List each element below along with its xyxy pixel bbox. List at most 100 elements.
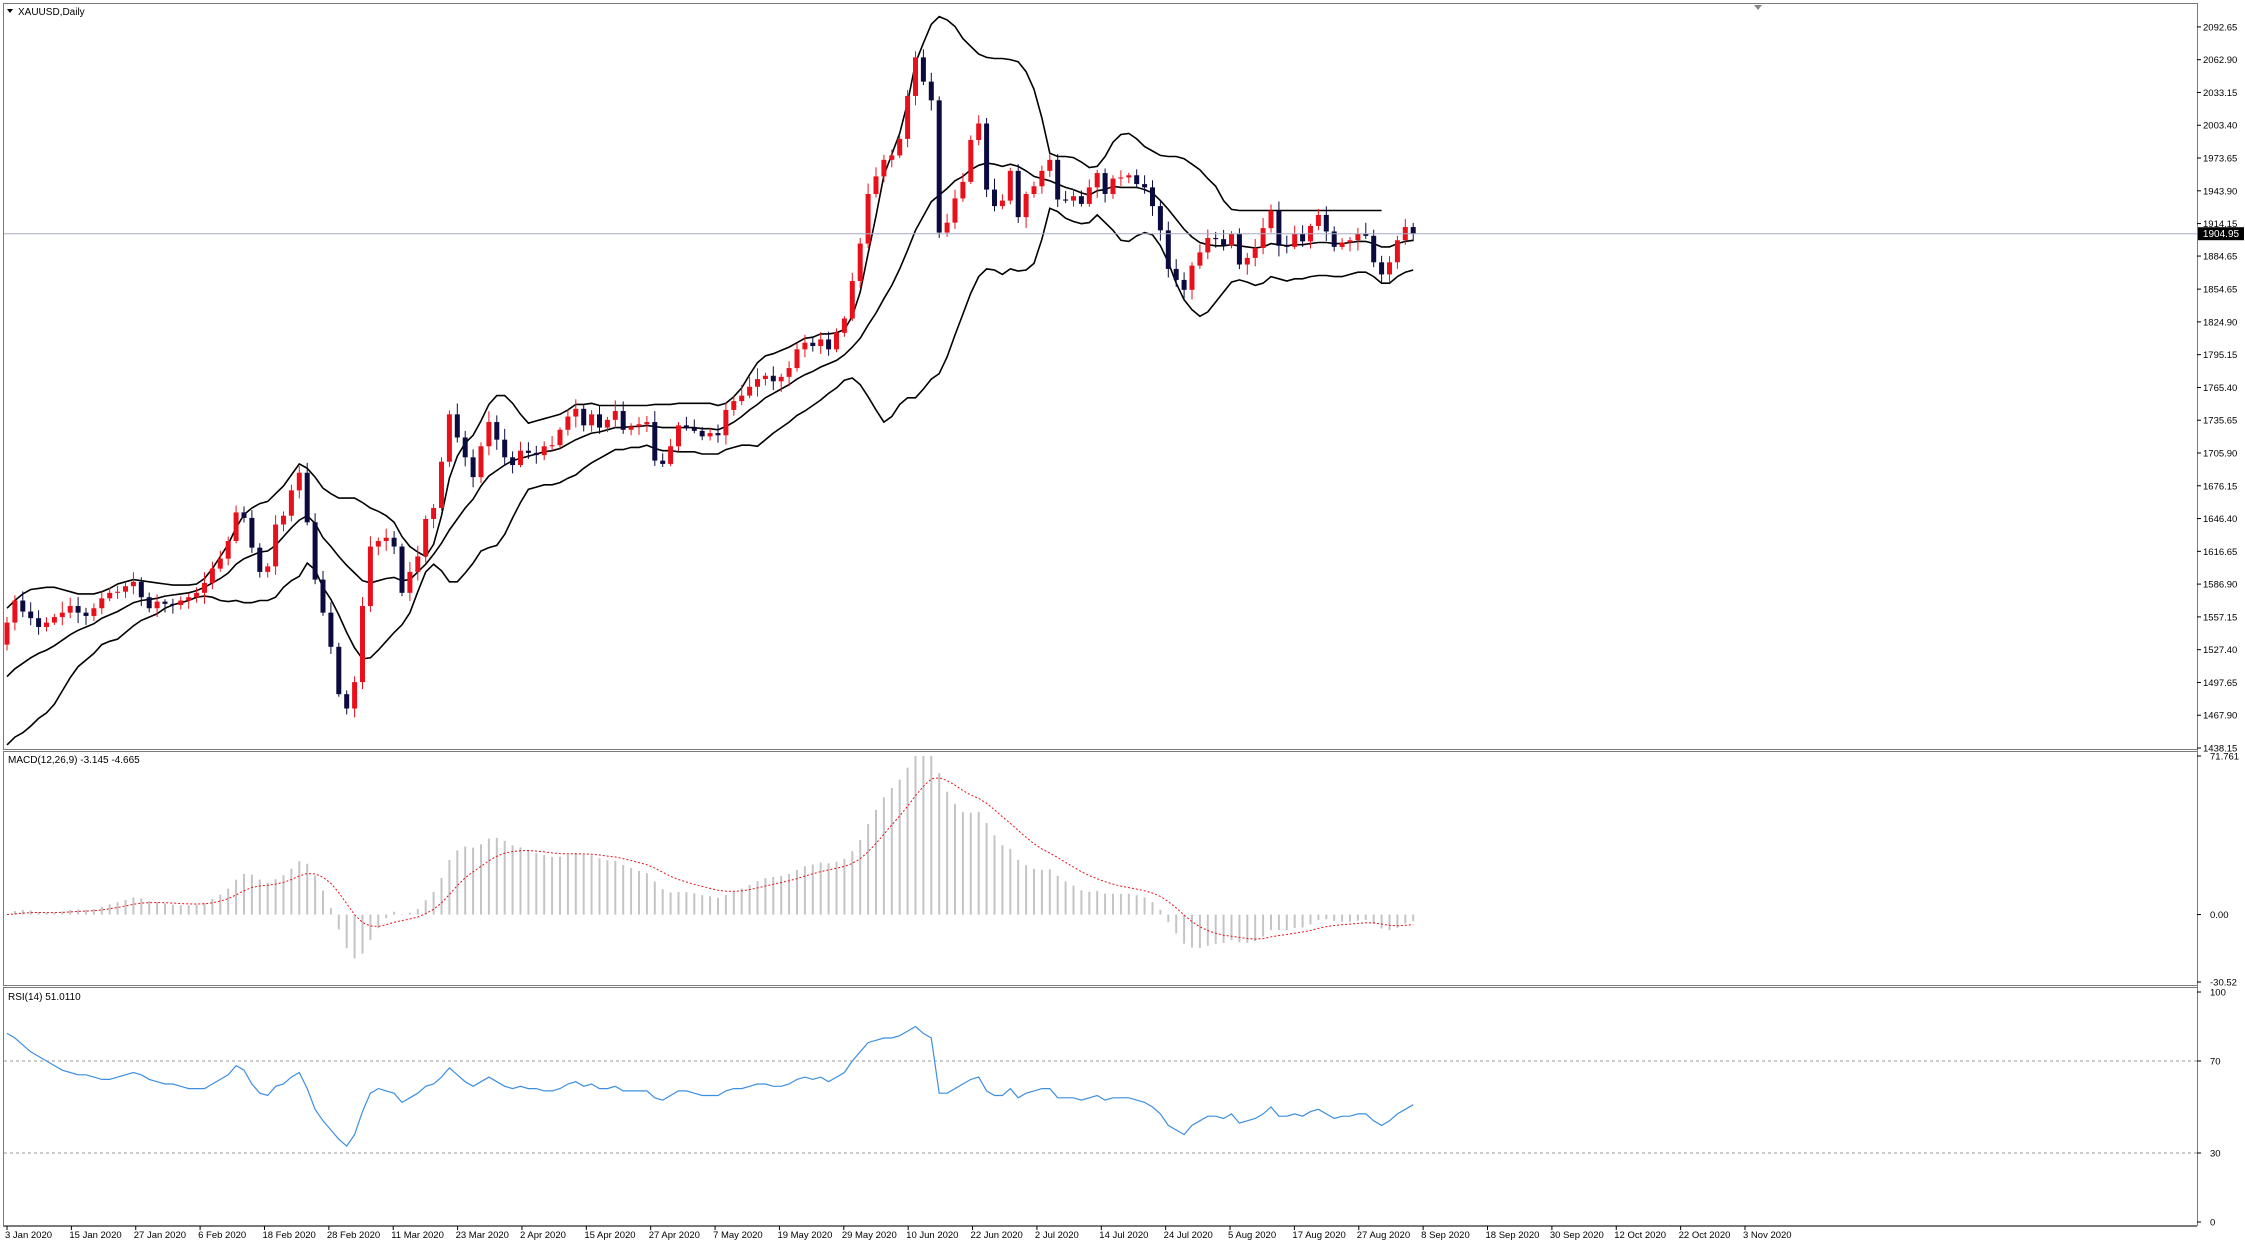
- candle-body: [715, 433, 721, 436]
- candle: [296, 466, 302, 499]
- time-tick-label: 30 Sep 2020: [1550, 1230, 1604, 1241]
- candle: [1300, 225, 1306, 247]
- candle: [115, 585, 121, 599]
- candle: [652, 411, 658, 466]
- candle: [747, 376, 753, 399]
- shift-marker-icon[interactable]: [1754, 5, 1762, 10]
- candle-body: [1031, 186, 1037, 194]
- candle: [1142, 175, 1148, 194]
- candle-body: [818, 339, 824, 347]
- candle-body: [1126, 175, 1132, 178]
- candle: [604, 416, 610, 433]
- candle-body: [612, 411, 618, 420]
- candle-body: [1323, 214, 1329, 232]
- candle: [91, 603, 97, 622]
- candle-body: [320, 579, 326, 613]
- current-price-box: [2198, 227, 2244, 241]
- candle: [778, 373, 784, 392]
- candle: [1102, 168, 1108, 203]
- candle-body: [1236, 233, 1242, 265]
- candle-body: [897, 138, 903, 156]
- candle-body: [130, 581, 136, 587]
- candle: [1150, 180, 1155, 216]
- candle-body: [233, 512, 239, 542]
- candle: [1023, 191, 1029, 228]
- candle-body: [249, 517, 255, 548]
- candle: [28, 602, 34, 626]
- candle-body: [446, 414, 452, 462]
- candle: [462, 430, 468, 467]
- candle: [1086, 179, 1092, 207]
- candle-body: [1047, 159, 1053, 171]
- candle-body: [731, 401, 737, 410]
- candle: [952, 189, 958, 229]
- candle-body: [1181, 279, 1187, 290]
- candle: [391, 531, 397, 555]
- candle: [154, 594, 160, 618]
- candle-body: [296, 472, 302, 491]
- candle-body: [597, 414, 602, 428]
- candle: [123, 581, 128, 598]
- rsi-title: RSI(14) 51.0110: [8, 992, 81, 1003]
- candle-body: [1394, 240, 1400, 263]
- candle-body: [186, 597, 192, 601]
- candle: [984, 118, 990, 198]
- candle: [723, 402, 729, 445]
- candle-body: [20, 600, 26, 612]
- candle: [83, 607, 89, 625]
- candle: [1118, 170, 1124, 187]
- price-tick-label: 1557.15: [2203, 612, 2237, 623]
- candle: [407, 562, 413, 602]
- candle: [755, 368, 760, 397]
- candle-body: [1118, 177, 1124, 179]
- candle-body: [288, 490, 294, 516]
- candle-body: [984, 123, 990, 190]
- price-tick-label: 1438.15: [2203, 744, 2237, 755]
- candle-body: [91, 608, 97, 616]
- candle-body: [273, 524, 279, 567]
- candle: [178, 596, 184, 610]
- price-axis: 2092.65 2062.90 2033.15 2003.40 1973.65 1943.…: [2197, 22, 2237, 755]
- candle: [960, 173, 966, 202]
- candle: [75, 597, 81, 624]
- candle-body: [999, 200, 1005, 207]
- candle-body: [178, 600, 184, 605]
- candle: [944, 213, 950, 237]
- pane-collapse-icon[interactable]: [7, 9, 13, 13]
- candle-body: [676, 425, 681, 447]
- candle-body: [439, 461, 444, 508]
- candle: [841, 316, 847, 337]
- candle-body: [462, 437, 468, 458]
- candle-body: [794, 349, 800, 369]
- candle-body: [344, 694, 350, 709]
- candle: [968, 135, 974, 185]
- candle: [1031, 181, 1037, 198]
- candle: [1394, 235, 1400, 269]
- rsi-tick-label: 0: [2210, 1218, 2215, 1229]
- time-tick-label: 23 Mar 2020: [456, 1230, 509, 1241]
- candle-body: [225, 541, 231, 559]
- time-tick-label: 5 Aug 2020: [1228, 1230, 1276, 1241]
- candle-body: [747, 386, 753, 396]
- candle-body: [1315, 214, 1321, 226]
- candle: [1252, 238, 1258, 267]
- candle: [328, 602, 334, 654]
- candle: [399, 543, 405, 597]
- candle: [257, 543, 263, 578]
- candle-body: [944, 222, 950, 233]
- candle: [59, 601, 65, 626]
- candle-body: [407, 571, 413, 593]
- candle: [581, 404, 587, 432]
- candle-body: [1244, 257, 1250, 265]
- candle-body: [778, 376, 784, 382]
- candle-body: [865, 193, 871, 244]
- candle: [478, 442, 484, 484]
- candle: [249, 510, 255, 553]
- candle-body: [739, 395, 745, 402]
- candle-body: [841, 318, 847, 333]
- price-tick-label: 1735.65: [2203, 416, 2237, 427]
- candle: [344, 690, 350, 715]
- candle-body: [691, 427, 697, 431]
- candle: [107, 587, 113, 602]
- candle-body: [920, 57, 926, 82]
